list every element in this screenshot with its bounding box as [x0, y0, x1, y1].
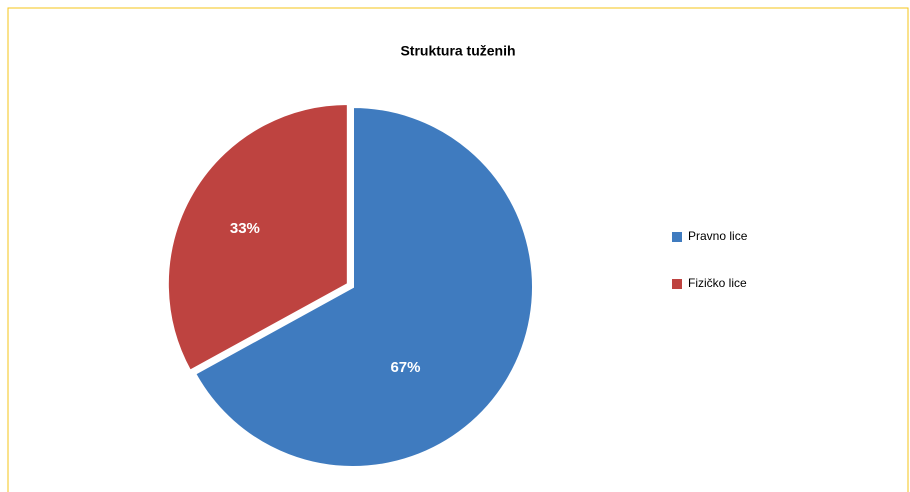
legend-label: Fizičko lice — [688, 276, 747, 290]
pie-slice — [193, 105, 534, 468]
legend-swatch — [672, 279, 682, 289]
legend-swatch — [672, 232, 682, 242]
chart-border — [7, 7, 909, 492]
pie-slice — [166, 102, 349, 373]
data-label: 67% — [390, 359, 420, 376]
legend-label: Pravno lice — [688, 229, 748, 243]
data-label: 33% — [230, 220, 260, 237]
chart-title: Struktura tuženih — [400, 43, 515, 59]
